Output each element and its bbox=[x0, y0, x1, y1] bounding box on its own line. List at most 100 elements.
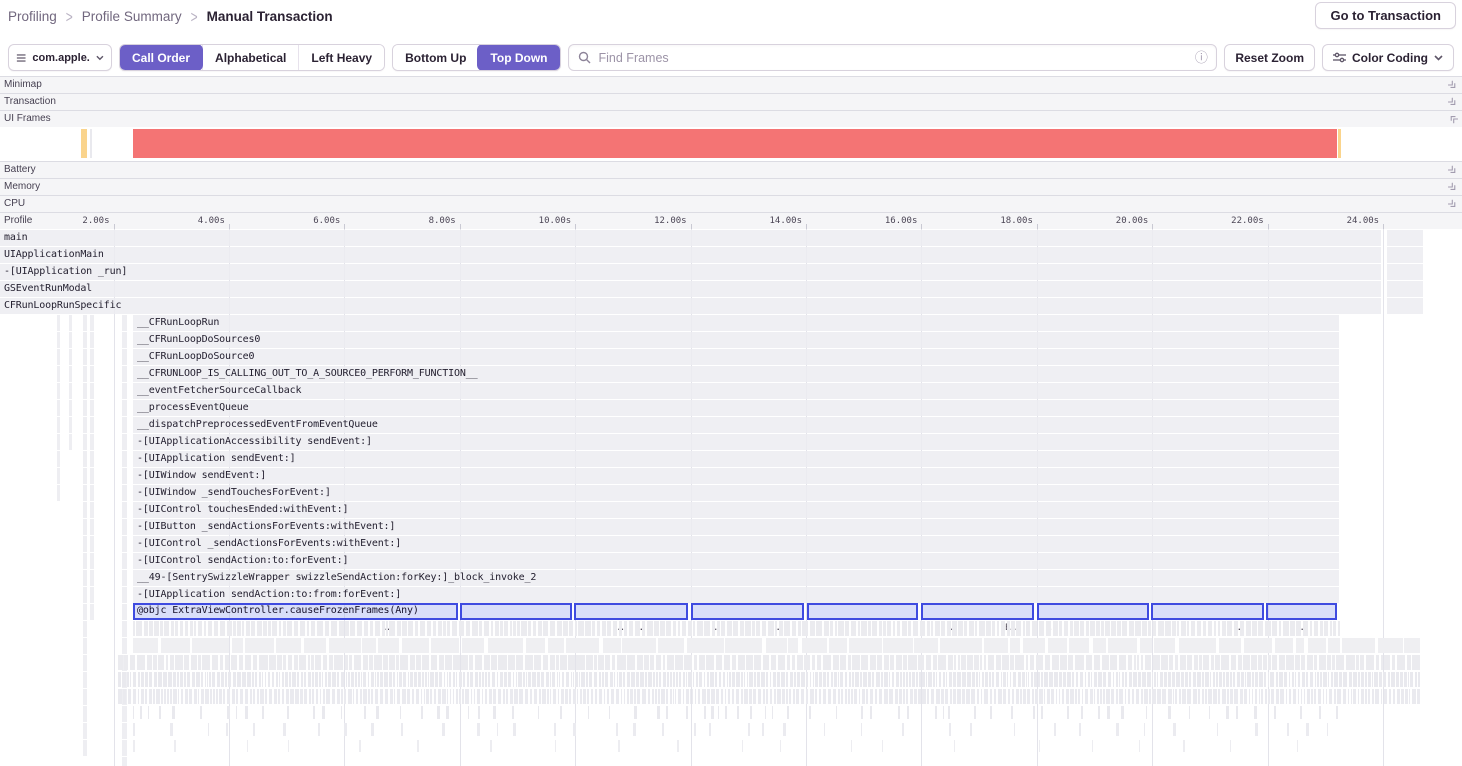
flame-frame[interactable]: -[UIWindow sendEvent:] bbox=[133, 468, 1339, 484]
flame-frame[interactable] bbox=[322, 706, 325, 719]
flame-frame[interactable] bbox=[1280, 689, 1284, 704]
flame-frame[interactable] bbox=[860, 672, 862, 687]
flame-frame[interactable] bbox=[1218, 672, 1222, 687]
flame-frame[interactable] bbox=[474, 655, 483, 670]
flame-frame[interactable] bbox=[1140, 655, 1144, 670]
flame-frame[interactable] bbox=[1411, 689, 1416, 704]
flame-frame[interactable] bbox=[994, 689, 997, 704]
flame-frame[interactable] bbox=[1136, 655, 1140, 670]
flame-frame[interactable] bbox=[644, 672, 647, 687]
flame-frame[interactable] bbox=[553, 723, 556, 736]
flame-frame[interactable] bbox=[264, 672, 267, 687]
flame-frame[interactable] bbox=[363, 621, 368, 636]
flame-frame[interactable] bbox=[504, 621, 509, 636]
flame-frame[interactable] bbox=[565, 672, 570, 687]
flame-frame[interactable] bbox=[1118, 655, 1127, 670]
flame-frame[interactable] bbox=[1251, 672, 1254, 687]
flame-frame[interactable] bbox=[849, 638, 883, 653]
flame-frame[interactable] bbox=[118, 672, 122, 687]
flame-frame[interactable] bbox=[1040, 672, 1043, 687]
flame-frame[interactable] bbox=[1172, 621, 1176, 636]
flame-frame[interactable] bbox=[1187, 689, 1192, 704]
flame-frame[interactable] bbox=[845, 621, 850, 636]
flame-frame[interactable] bbox=[1002, 655, 1009, 670]
flame-frame[interactable] bbox=[283, 655, 286, 670]
flame-frame[interactable] bbox=[442, 723, 446, 736]
flame-frame[interactable] bbox=[326, 689, 331, 704]
flame-frame[interactable] bbox=[800, 689, 804, 704]
flame-frame[interactable] bbox=[1048, 638, 1067, 653]
flame-frame[interactable] bbox=[493, 689, 497, 704]
flame-frame[interactable] bbox=[278, 689, 281, 704]
info-icon[interactable]: ⓘ bbox=[1194, 50, 1208, 65]
flame-frame[interactable] bbox=[423, 689, 425, 704]
flame-frame[interactable] bbox=[528, 621, 532, 636]
flame-frame[interactable] bbox=[903, 689, 906, 704]
flame-frame[interactable] bbox=[938, 655, 947, 670]
flame-frame[interactable] bbox=[763, 655, 769, 670]
flame-frame[interactable] bbox=[1384, 655, 1391, 670]
flame-frame[interactable] bbox=[396, 621, 402, 636]
flame-frame[interactable] bbox=[362, 638, 377, 653]
flame-frame[interactable]: __CFRunLoopDoSources0 bbox=[133, 332, 1339, 348]
flame-frame[interactable] bbox=[652, 689, 654, 704]
flame-frame[interactable] bbox=[381, 621, 385, 636]
flame-frame[interactable] bbox=[537, 706, 539, 719]
selected-frame-segment[interactable]: @objc ExtraViewController.causeFrozenFra… bbox=[133, 603, 458, 620]
flame-frame[interactable] bbox=[1059, 621, 1063, 636]
flame-frame[interactable] bbox=[232, 672, 237, 687]
flame-frame[interactable] bbox=[761, 621, 767, 636]
flame-frame[interactable] bbox=[1292, 689, 1297, 704]
flame-frame[interactable] bbox=[307, 655, 311, 670]
flame-frame[interactable] bbox=[1094, 689, 1096, 704]
flame-frame[interactable] bbox=[801, 638, 827, 653]
flame-frame[interactable] bbox=[190, 655, 197, 670]
flame-frame[interactable] bbox=[912, 621, 919, 636]
flame-frame[interactable] bbox=[618, 621, 622, 636]
flame-frame[interactable] bbox=[875, 672, 880, 687]
flame-frame[interactable] bbox=[621, 689, 623, 704]
flame-frame[interactable] bbox=[1078, 689, 1081, 704]
flame-frame[interactable] bbox=[598, 672, 601, 687]
flame-frame[interactable] bbox=[1138, 740, 1141, 752]
flame-frame[interactable] bbox=[549, 689, 552, 704]
flame-frame[interactable] bbox=[720, 689, 723, 704]
flame-frame[interactable] bbox=[942, 672, 945, 687]
flame-frame[interactable] bbox=[1335, 706, 1338, 719]
flame-frame[interactable] bbox=[918, 655, 925, 670]
flame-frame[interactable] bbox=[526, 638, 546, 653]
flame-frame[interactable] bbox=[447, 621, 451, 636]
flame-frame[interactable] bbox=[1078, 723, 1081, 736]
flame-frame[interactable] bbox=[1400, 672, 1403, 687]
flame-frame[interactable] bbox=[503, 672, 507, 687]
breadcrumb-item-profiling[interactable]: Profiling bbox=[8, 9, 57, 24]
flame-frame[interactable] bbox=[167, 689, 169, 704]
flame-frame[interactable] bbox=[779, 740, 782, 752]
flame-frame[interactable] bbox=[958, 621, 964, 636]
flame-frame[interactable] bbox=[1168, 689, 1172, 704]
flame-frame[interactable] bbox=[384, 672, 388, 687]
flame-frame[interactable] bbox=[574, 621, 578, 636]
flame-frame[interactable] bbox=[1154, 672, 1156, 687]
flame-frame[interactable] bbox=[1313, 655, 1317, 670]
flame-frame[interactable] bbox=[547, 638, 565, 653]
flame-frame[interactable] bbox=[437, 706, 440, 719]
flame-frame[interactable] bbox=[273, 689, 277, 704]
flame-frame[interactable] bbox=[594, 655, 597, 670]
flame-frame[interactable] bbox=[236, 689, 239, 704]
flame-frame[interactable] bbox=[260, 689, 264, 704]
flame-frame[interactable] bbox=[743, 672, 746, 687]
flame-frame[interactable]: -[UIButton _sendActionsForEvents:withEve… bbox=[133, 519, 1339, 535]
flame-frame[interactable] bbox=[442, 689, 446, 704]
flame-frame[interactable] bbox=[1029, 655, 1035, 670]
flame-frame[interactable] bbox=[285, 689, 289, 704]
flame-frame[interactable] bbox=[1388, 689, 1392, 704]
flame-frame[interactable] bbox=[1297, 672, 1301, 687]
flame-frame[interactable] bbox=[227, 689, 231, 704]
flame-frame[interactable]: __CFRunLoopRun bbox=[133, 315, 1339, 331]
flame-frame[interactable] bbox=[211, 655, 219, 670]
flame-frame[interactable] bbox=[969, 723, 973, 736]
flame-frame[interactable] bbox=[269, 655, 276, 670]
flame-frame[interactable] bbox=[741, 740, 744, 752]
flame-frame[interactable] bbox=[960, 655, 966, 670]
